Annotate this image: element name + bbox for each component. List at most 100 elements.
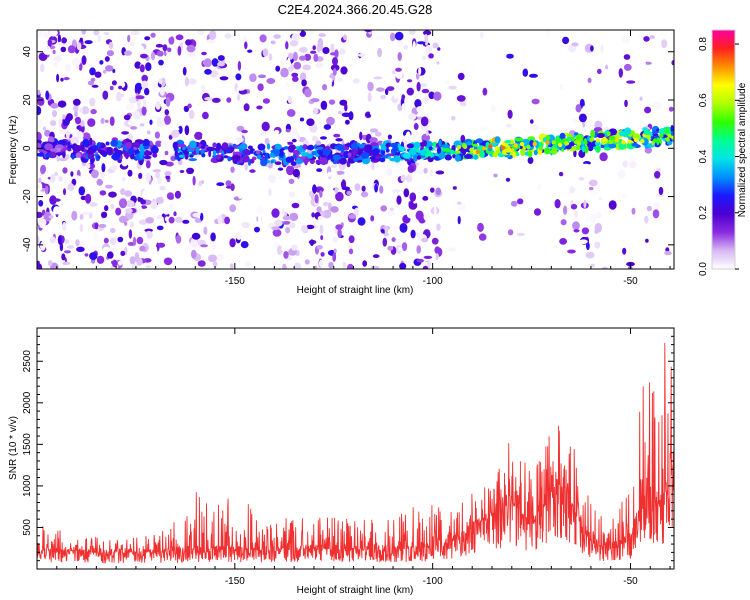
spectrogram-cell (545, 140, 550, 145)
spectrogram-cell (206, 39, 216, 44)
spectrogram-cell (222, 113, 230, 119)
spectrogram-cell (140, 150, 145, 156)
spectrogram-cell (319, 157, 328, 165)
spectrogram-cell (296, 133, 300, 142)
spectrogram-cell (441, 144, 450, 149)
spectrogram-cell (66, 245, 74, 249)
spectrogram-cell (158, 59, 164, 66)
spectrogram-cell (178, 125, 183, 134)
spectrogram-cell (110, 228, 116, 233)
spectrogram-cell (70, 171, 74, 177)
spectrogram-cell (285, 156, 293, 163)
spectrogram-cell (243, 103, 250, 112)
spectrogram-cell (266, 143, 271, 150)
spectrogram-cell (141, 80, 149, 90)
spectrogram-cell (232, 155, 238, 164)
spectrogram-cell (522, 68, 529, 77)
spectrogram-cell (163, 257, 173, 266)
spectrogram-cell (106, 147, 113, 154)
spectrogram-cell (342, 261, 347, 269)
spectrogram-cell (201, 121, 211, 126)
spectrogram-cell (170, 155, 176, 162)
spectrogram-cell (44, 185, 49, 195)
spectrogram-cell (40, 63, 45, 73)
spectrogram-cell (76, 131, 84, 140)
spectrogram-cell (652, 101, 662, 110)
spectrogram-cell (38, 200, 44, 207)
spectrogram-cell (60, 77, 64, 82)
spectrogram-cell (254, 226, 260, 233)
spectrogram-cell (413, 141, 421, 149)
spectrogram-cell (155, 101, 161, 110)
spectrogram-cell (226, 97, 232, 103)
spectrogram-cell (204, 97, 213, 101)
spectrogram-cell (286, 165, 295, 176)
spectrogram-cell (414, 99, 422, 108)
y-tick-label: 0 (22, 145, 33, 151)
spectrogram-cell (300, 72, 307, 82)
spectrogram-cell (233, 167, 241, 176)
spectrogram-cell (135, 95, 145, 100)
spectrogram-cell (158, 78, 163, 85)
spectrogram-cell (311, 212, 315, 218)
spectrogram-cell (283, 146, 290, 150)
spectrogram-cell (62, 150, 66, 159)
spectrogram-cell (538, 146, 544, 151)
spectrogram-cell (469, 147, 474, 152)
spectrogram-cell (86, 148, 95, 155)
spectrogram-cell (599, 152, 608, 162)
spectrogram-cell (565, 145, 572, 150)
spectrogram-cell (129, 41, 135, 46)
spectrogram-cell (100, 172, 105, 179)
spectrogram-cell (278, 175, 285, 180)
spectrogram-cell (178, 207, 187, 213)
spectrogram-cell (89, 137, 93, 145)
spectrogram-cell (652, 130, 658, 135)
spectrogram-cell (150, 51, 156, 61)
spectrogram-cell (66, 113, 73, 122)
spectrogram-cell (352, 148, 358, 155)
spectrogram-cell (460, 134, 466, 144)
spectrogram-cell (117, 260, 123, 266)
spectrogram-cell (335, 138, 343, 142)
spectrogram-cell (225, 148, 230, 154)
spectrogram-cell (344, 103, 348, 112)
spectrogram-cell (281, 207, 285, 217)
spectrogram-cell (323, 201, 329, 207)
spectrogram-cell (299, 156, 306, 160)
spectrogram-cell (74, 111, 78, 117)
spectrogram-cell (145, 160, 151, 169)
spectrogram-cell (354, 183, 361, 191)
spectrogram-cell (614, 138, 620, 143)
spectrogram-cell (63, 180, 68, 184)
spectrogram-cell (541, 166, 548, 171)
spectrogram-cell (390, 32, 396, 42)
snr-frame (36, 327, 675, 570)
spectrogram-cell (227, 156, 232, 162)
spectrogram-cell (96, 165, 100, 170)
spectrogram-cell (129, 70, 137, 75)
spectrogram-cell (89, 252, 98, 261)
spectrogram-cell (379, 185, 384, 194)
spectrogram-cell (392, 145, 399, 153)
spectrogram-cell (316, 206, 322, 213)
spectrogram-cell (37, 131, 42, 142)
spectrogram-cell (117, 236, 124, 243)
spectrogram-cell (91, 169, 99, 179)
spectrogram-cell (285, 227, 291, 234)
spectrogram-cell (621, 35, 630, 43)
spectrogram-cell (75, 116, 81, 125)
spectrogram-cell (492, 151, 499, 158)
spectrogram-cell (186, 181, 191, 186)
spectrogram-cell (376, 87, 385, 92)
spectrogram-cell (102, 90, 109, 100)
spectrogram-cell (368, 79, 378, 83)
spectrogram-cell (62, 167, 68, 174)
spectrogram-cell (519, 141, 525, 147)
spectrogram-cell (89, 202, 98, 207)
spectrogram-cell (136, 236, 144, 245)
spectrogram-cell (422, 244, 427, 248)
spectrogram-cell (189, 154, 194, 158)
spectrogram-cell (293, 262, 302, 269)
spectrogram-cell (360, 152, 370, 159)
